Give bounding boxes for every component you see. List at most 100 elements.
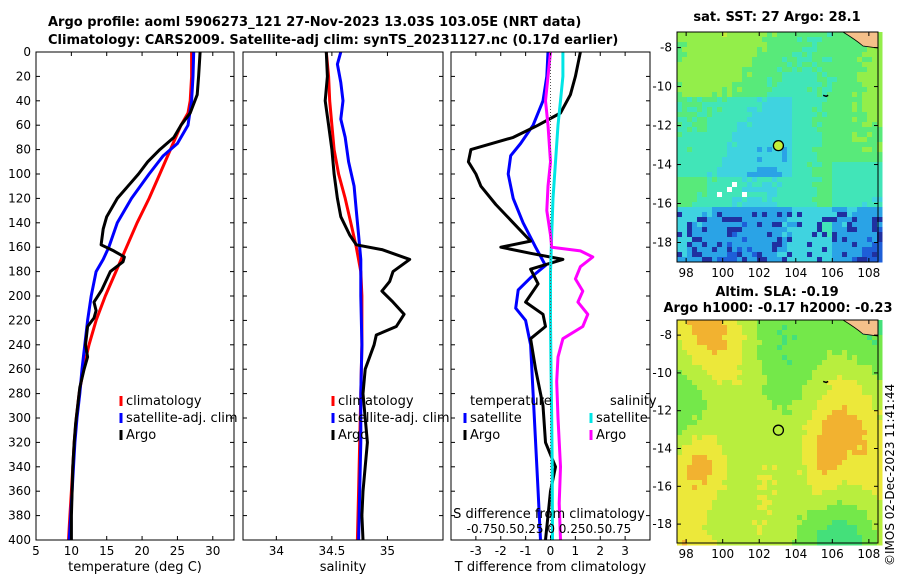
map-cell — [692, 107, 698, 113]
map-cell — [877, 147, 883, 153]
map-cell — [792, 182, 798, 188]
map-cell — [722, 242, 728, 248]
y-tick-label: 360 — [8, 484, 31, 498]
map-cell — [827, 450, 833, 456]
map-cell — [692, 335, 698, 341]
map-cell — [727, 72, 733, 78]
map-cell — [707, 207, 713, 213]
map-cell — [857, 415, 863, 421]
map-cell — [747, 420, 753, 426]
map-cell — [822, 465, 828, 471]
map-cell — [872, 455, 878, 461]
map-cell — [837, 52, 843, 58]
map-cell — [772, 470, 778, 476]
map-cell — [752, 525, 758, 531]
map-cell — [687, 77, 693, 83]
map-cell — [717, 365, 723, 371]
map-cell — [747, 415, 753, 421]
map-cell — [727, 167, 733, 173]
map-cell — [692, 142, 698, 148]
map-cell — [867, 530, 873, 536]
map-cell — [847, 77, 853, 83]
map-cell — [752, 370, 758, 376]
map-cell — [722, 325, 728, 331]
map-cell — [867, 480, 873, 486]
map-cell — [732, 82, 738, 88]
map-cell — [867, 182, 873, 188]
map-cell — [782, 172, 788, 178]
map-cell — [747, 390, 753, 396]
map-cell — [792, 420, 798, 426]
x-tick-label: -1 — [520, 544, 532, 558]
map-cell — [722, 237, 728, 243]
map-cell — [677, 320, 683, 326]
map-cell — [762, 117, 768, 123]
map-cell — [682, 192, 688, 198]
map-cell — [812, 102, 818, 108]
map-cell — [812, 445, 818, 451]
map-cell — [782, 430, 788, 436]
map-cell — [717, 340, 723, 346]
map-cell — [777, 325, 783, 331]
map-cell — [742, 325, 748, 331]
x-axis-label: T difference from climatology — [454, 560, 647, 575]
sla-map-title: Altim. SLA: -0.19 — [715, 285, 838, 300]
map-cell — [822, 490, 828, 496]
map-cell — [812, 395, 818, 401]
map-cell — [717, 122, 723, 128]
map-cell — [702, 92, 708, 98]
map-cell — [817, 535, 823, 541]
map-cell — [697, 465, 703, 471]
map-cell — [792, 97, 798, 103]
map-cell — [722, 535, 728, 541]
map-cell — [762, 490, 768, 496]
map-cell — [732, 450, 738, 456]
map-cell — [697, 232, 703, 238]
map-cell — [847, 475, 853, 481]
map-cell — [872, 380, 878, 386]
map-cell — [757, 192, 763, 198]
map-cell — [877, 440, 883, 446]
map-cell — [757, 440, 763, 446]
map-cell — [717, 430, 723, 436]
map-cell — [742, 47, 748, 53]
map-cell — [867, 525, 873, 531]
map-cell — [692, 425, 698, 431]
map-cell — [782, 137, 788, 143]
map-cell — [737, 325, 743, 331]
map-cell — [822, 425, 828, 431]
map-cell — [697, 72, 703, 78]
map-cell — [787, 410, 793, 416]
map-cell — [867, 72, 873, 78]
map-cell — [812, 92, 818, 98]
map-cell — [822, 247, 828, 253]
map-cell — [832, 370, 838, 376]
map-cell — [807, 380, 813, 386]
map-cell — [717, 440, 723, 446]
map-cell — [842, 475, 848, 481]
map-cell — [777, 117, 783, 123]
map-cell — [707, 97, 713, 103]
map-cell — [862, 197, 868, 203]
map-cell — [702, 62, 708, 68]
map-cell — [857, 122, 863, 128]
map-cell — [832, 535, 838, 541]
map-cell — [762, 360, 768, 366]
map-cell — [762, 370, 768, 376]
map-cell — [737, 197, 743, 203]
map-cell — [697, 182, 703, 188]
map-cell — [742, 197, 748, 203]
map-cell — [727, 127, 733, 133]
map-cell — [832, 177, 838, 183]
map-cell — [717, 202, 723, 208]
map-cell — [717, 335, 723, 341]
map-cell — [832, 360, 838, 366]
map-cell — [782, 257, 788, 263]
map-cell — [732, 192, 738, 198]
map-cell — [767, 172, 773, 178]
map-cell — [697, 490, 703, 496]
map-cell — [712, 440, 718, 446]
map-cell — [677, 480, 683, 486]
map-cell — [702, 172, 708, 178]
map-cell — [802, 360, 808, 366]
